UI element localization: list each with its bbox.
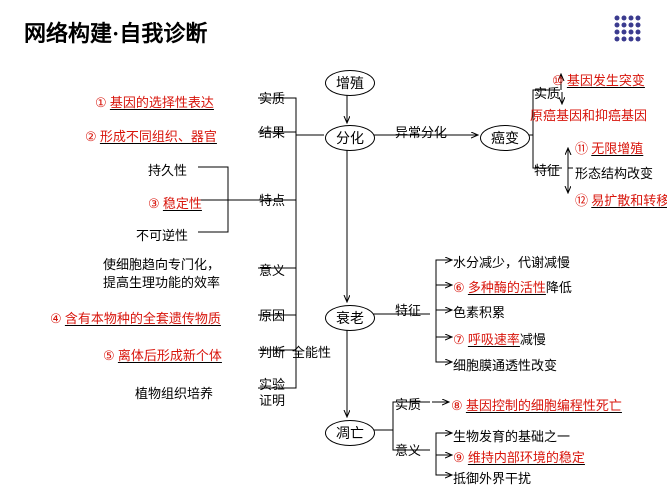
edge-yuanyin: 原因 [259,305,285,324]
leaf-s1: 水分减少，代谢减慢 [453,252,570,271]
leaf-l5: ⑤ 离体后形成新个体 [103,345,222,364]
leaf-l3: ③ 稳定性 [148,193,202,212]
edge-yichang: 异常分化 [395,122,447,141]
node-fenhua: 分化 [325,125,375,151]
edge-yiyi1: 意义 [259,260,285,279]
leaf-d1: 生物发育的基础之一 [453,426,570,445]
leaf-l1: ① 基因的选择性表达 [95,92,214,111]
edge-yiyi2: 意义 [395,440,421,459]
leaf-rpc: 原癌基因和抑癌基因 [530,105,647,124]
edge-shizhi1: 实质 [259,88,285,107]
logo-dots [613,14,647,48]
edge-tezheng2: 特征 [395,300,421,319]
edge-tedian: 特点 [259,190,285,209]
page-title: 网络构建·自我诊断 [24,16,207,48]
leaf-r11: ⑪ 无限增殖 [575,138,643,157]
leaf-lyy: 使细胞趋向专门化， [103,254,220,273]
leaf-s6: ⑥ 多种酶的活性降低 [453,277,572,296]
node-aibian: 癌变 [480,125,530,151]
edge-zhengming: 证明 [259,390,285,409]
edge-tezheng1: 特征 [534,160,560,179]
leaf-d3: 抵御外界干扰 [453,468,531,487]
leaf-s7: ⑦ 呼吸速率减慢 [453,329,546,348]
leaf-l3c: 不可逆性 [136,225,188,244]
leaf-s3: 色素积累 [453,302,505,321]
leaf-d9: ⑨ 维持内部环境的稳定 [453,447,585,466]
node-shuailao: 衰老 [325,305,375,331]
leaf-l4: ④ 含有本物种的全套遗传物质 [50,308,221,327]
node-zengzhi: 增殖 [325,70,375,96]
leaf-r12: ⑫ 易扩散和转移 [575,190,667,209]
leaf-l2: ② 形成不同组织、器官 [85,126,217,145]
leaf-r10: ⑩ 基因发生突变 [552,70,645,89]
leaf-d8: ⑧ 基因控制的细胞编程性死亡 [451,395,622,414]
edge-panduan: 判断 [259,342,285,361]
leaf-s5: 细胞膜通透性改变 [453,355,557,374]
leaf-lyy2: 提高生理功能的效率 [103,272,220,291]
edge-jieguo: 结果 [259,122,285,141]
leaf-l3a: 持久性 [148,160,187,179]
edge-shizhi3: 实质 [395,394,421,413]
leaf-rxt: 形态结构改变 [575,163,653,182]
node-diaowang: 凋亡 [325,420,375,446]
edge-quanneng: 全能性 [292,342,331,361]
leaf-lpl: 植物组织培养 [135,383,213,402]
